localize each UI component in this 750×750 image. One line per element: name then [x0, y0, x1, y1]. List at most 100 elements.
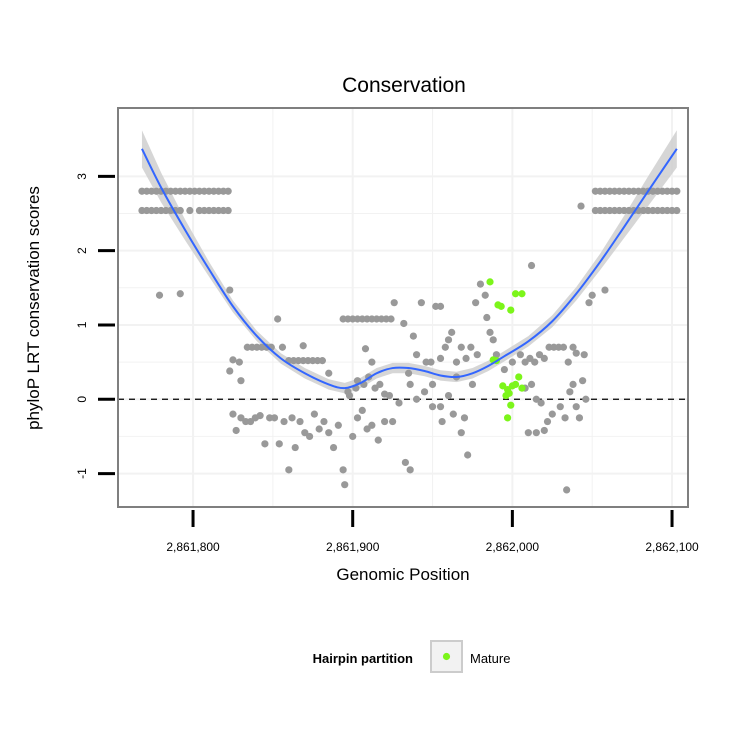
other-point — [436, 302, 445, 310]
mature-point — [507, 306, 515, 314]
other-point — [468, 380, 477, 389]
other-point — [361, 345, 370, 353]
other-point — [516, 351, 524, 359]
smooth-fit-line — [141, 148, 678, 390]
other-point — [318, 357, 326, 365]
other-point — [673, 187, 681, 195]
other-point — [278, 343, 287, 351]
other-point — [274, 315, 282, 323]
legend: Hairpin partition Mature — [313, 640, 510, 673]
x-tick-label: 2,861,900 — [326, 540, 380, 554]
other-point — [556, 403, 564, 411]
other-point — [409, 332, 417, 340]
other-point — [472, 299, 480, 307]
other-point — [436, 354, 445, 362]
y-tick-label: 1 — [75, 321, 89, 328]
mature-point — [486, 278, 494, 286]
other-point — [449, 410, 457, 418]
other-point — [441, 343, 449, 351]
other-point — [527, 380, 536, 389]
other-point — [569, 380, 577, 389]
other-point — [325, 429, 333, 437]
mature-point — [502, 391, 510, 400]
x-tick-label: 2,862,100 — [645, 540, 699, 554]
mature-point — [511, 290, 520, 298]
other-point — [489, 336, 497, 344]
other-point — [176, 290, 184, 298]
other-point — [235, 358, 243, 366]
other-point — [588, 291, 596, 299]
axes: -1 0 1 2 3 2,861,800 2,861,900 2,862,000 2,862,1… — [75, 173, 699, 554]
other-point — [226, 286, 234, 294]
other-point — [566, 388, 574, 396]
other-point — [508, 358, 516, 366]
other-point — [186, 206, 194, 215]
chart-title: Conservation — [342, 74, 466, 97]
other-point — [464, 451, 472, 459]
other-point — [575, 414, 584, 422]
other-point — [420, 388, 429, 396]
other-point — [548, 410, 556, 418]
y-tick-label: 2 — [75, 247, 89, 254]
other-point — [457, 343, 465, 351]
other-point — [358, 406, 366, 415]
other-point — [476, 280, 485, 288]
other-point — [543, 417, 552, 426]
other-point — [428, 380, 437, 389]
other-point — [540, 426, 548, 435]
mature-point — [515, 373, 523, 381]
x-axis-title: Genomic Position — [336, 565, 469, 584]
other-point — [601, 286, 609, 294]
other-point — [492, 351, 501, 359]
other-point — [224, 187, 232, 195]
other-point — [452, 358, 461, 366]
other-point — [572, 349, 580, 357]
other-point — [436, 403, 445, 411]
other-point — [483, 313, 491, 322]
other-point — [527, 261, 536, 270]
other-point — [481, 291, 489, 299]
other-point — [285, 466, 293, 474]
other-point — [582, 395, 590, 403]
other-point — [404, 369, 413, 377]
other-point — [417, 299, 425, 307]
other-point — [310, 410, 318, 418]
other-point — [462, 354, 470, 362]
other-point — [406, 466, 414, 474]
other-point — [325, 369, 333, 377]
other-point — [280, 417, 288, 426]
legend-label-mature: Mature — [470, 651, 510, 666]
other-point — [580, 351, 588, 359]
other-point — [155, 291, 164, 299]
other-point — [406, 380, 414, 389]
other-point — [315, 425, 323, 433]
other-point — [524, 429, 532, 437]
other-point — [473, 351, 481, 359]
other-point — [569, 343, 577, 351]
other-point — [532, 429, 540, 437]
other-point — [412, 395, 421, 403]
other-point — [224, 206, 232, 215]
mature-point — [503, 414, 512, 422]
other-point — [275, 440, 283, 448]
other-point — [349, 432, 357, 441]
other-point — [229, 410, 237, 418]
y-tick-label: 3 — [75, 173, 89, 180]
other-point — [374, 436, 382, 444]
other-point — [448, 328, 456, 336]
other-point — [353, 414, 362, 422]
other-point — [288, 414, 296, 422]
other-point — [320, 417, 328, 426]
other-point — [305, 432, 314, 441]
other-point — [412, 351, 421, 359]
other-point — [457, 429, 465, 437]
other-point — [368, 358, 376, 366]
other-point — [389, 417, 397, 426]
other-point — [673, 206, 681, 215]
other-point — [401, 458, 409, 467]
other-point — [460, 414, 469, 422]
other-point — [500, 365, 508, 374]
panel-background — [118, 108, 688, 507]
other-point — [400, 319, 408, 328]
